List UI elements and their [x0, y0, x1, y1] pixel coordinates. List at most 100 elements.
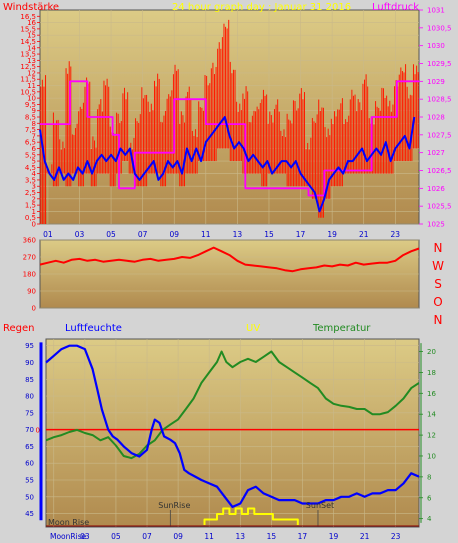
wind-hour-label: 07: [138, 230, 148, 239]
compass-letter: W: [432, 259, 444, 273]
pressure-tick-label: 1030: [427, 42, 445, 50]
temperature-tick-label: 20: [427, 348, 436, 356]
rain-axis-label: Regen: [3, 323, 35, 334]
wind-grid: [40, 10, 419, 225]
humidity-axis-label: Luftfeuchte: [65, 323, 122, 334]
wind-tick-label: 12,5: [20, 63, 36, 71]
wind-hour-label: 17: [296, 230, 306, 239]
wind-tick-label: 6: [32, 145, 37, 153]
direction-grid: [40, 239, 419, 309]
wind-tick-label: 10: [27, 95, 36, 103]
wind-hour-label: 05: [106, 230, 116, 239]
humidity-tick-label: 90: [25, 359, 34, 367]
climate-hour-label: 21: [360, 532, 370, 541]
pressure-tick-label: 1027: [427, 149, 445, 157]
climate-hour-label: 13: [235, 532, 245, 541]
climate-event-labels: 0 SunRise SunSet Moon Rise MoonRise: [36, 427, 335, 541]
compass-letter: S: [434, 277, 442, 291]
climate-hour-label: 05: [111, 532, 121, 541]
humidity-line: [45, 344, 420, 508]
wind-hour-label: 03: [75, 230, 85, 239]
direction-tick-label: 180: [23, 271, 36, 279]
temperature-tick-label: 18: [427, 369, 436, 377]
wind-tick-label: 13,5: [20, 51, 36, 59]
pressure-line: [40, 80, 419, 197]
wind-tick-label: 3: [32, 183, 36, 191]
wind-tick-label: 11,5: [20, 76, 36, 84]
wind-tick-label: 5: [32, 158, 36, 166]
temperature-tick-label: 8: [427, 473, 431, 481]
wind-tick-label: 16,5: [20, 13, 36, 21]
wind-hour-label: 09: [169, 230, 179, 239]
wind-tick-label: 12: [27, 69, 36, 77]
humidity-tick-label: 85: [25, 376, 34, 384]
temperature-ticks: 4 6 8 10 12 14 16 18 20: [419, 343, 436, 523]
pressure-tick-label: 1030,5: [427, 24, 452, 32]
wind-axis-label: Windstärke: [3, 2, 59, 13]
direction-tick-label: 90: [27, 288, 36, 296]
climate-hour-label: 15: [267, 532, 277, 541]
humidity-tick-label: 50: [25, 493, 34, 501]
wind-tick-label: 13: [27, 57, 36, 65]
climate-hour-label: 09: [173, 532, 183, 541]
climate-hour-label: 17: [298, 532, 308, 541]
pressure-tick-label: 1025: [427, 221, 445, 229]
temperature-line: [45, 350, 420, 460]
temperature-tick-label: 6: [427, 494, 432, 502]
wind-tick-label: 1: [32, 208, 36, 216]
temperature-axis-label: Temperatur: [312, 323, 371, 334]
compass-letter: N: [434, 313, 443, 327]
temperature-tick-label: 16: [427, 390, 436, 398]
sunset-label: SunSet: [306, 501, 334, 510]
temperature-tick-label: 14: [427, 411, 436, 419]
wind-tick-label: 16: [27, 19, 36, 27]
direction-tick-label: 270: [23, 254, 36, 262]
humidity-tick-label: 55: [25, 477, 34, 485]
wind-tick-label: 14: [27, 44, 36, 52]
wind-tick-label: 8: [32, 120, 36, 128]
wind-average-line: [39, 116, 416, 213]
wind-tick-label: 10,5: [20, 88, 36, 96]
wind-hour-label: 15: [264, 230, 274, 239]
wind-tick-label: 14,5: [20, 38, 36, 46]
moonrise-label: Moon Rise: [48, 518, 89, 527]
pressure-axis-label: Luftdruck: [372, 2, 419, 13]
wind-left-ticks: 00,511,522,533,544,555,566,577,588,599,5…: [20, 13, 40, 229]
pressure-tick-label: 1028: [427, 114, 445, 122]
wind-tick-label: 11: [27, 82, 36, 90]
climate-hour-label: 07: [142, 532, 152, 541]
climate-hour-label: 03: [80, 532, 90, 541]
temperature-tick-label: 10: [427, 452, 436, 460]
climate-plot-area: [45, 338, 420, 528]
direction-tick-label: 0: [32, 305, 36, 313]
compass-letter: N: [434, 241, 443, 255]
temperature-tick-label: 4: [427, 515, 432, 523]
wind-series: [39, 19, 419, 224]
wind-tick-label: 5,5: [25, 151, 36, 159]
wind-hour-label: 19: [327, 230, 337, 239]
wind-tick-label: 7: [32, 132, 36, 140]
humidity-tick-label: 65: [25, 443, 34, 451]
direction-ticks: 0 90 180 270 360: [23, 237, 36, 313]
climate-x-ticks: 03 05 07 09 11 13 15 17 19 21 23: [80, 532, 401, 541]
wind-tick-label: 4,5: [25, 164, 36, 172]
wind-tick-label: 1,5: [25, 202, 36, 210]
pressure-tick-label: 1028,5: [427, 96, 452, 104]
wind-hour-label: 13: [233, 230, 243, 239]
humidity-tick-label: 60: [25, 460, 34, 468]
sunrise-label: SunRise: [158, 501, 190, 510]
humidity-tick-label: 80: [25, 393, 34, 401]
moonrise-axis-label: MoonRise: [50, 532, 87, 541]
climate-series: [45, 344, 420, 527]
wind-tick-label: 9: [32, 107, 36, 115]
pressure-tick-label: 1029: [427, 78, 445, 86]
uv-axis-label: UV: [246, 323, 260, 334]
wind-hour-label: 23: [391, 230, 401, 239]
wind-tick-label: 0: [32, 221, 36, 229]
climate-hour-label: 19: [329, 532, 339, 541]
humidity-tick-label: 75: [25, 409, 34, 417]
pressure-tick-label: 1026,5: [427, 167, 452, 175]
pressure-tick-label: 1025,5: [427, 203, 452, 211]
